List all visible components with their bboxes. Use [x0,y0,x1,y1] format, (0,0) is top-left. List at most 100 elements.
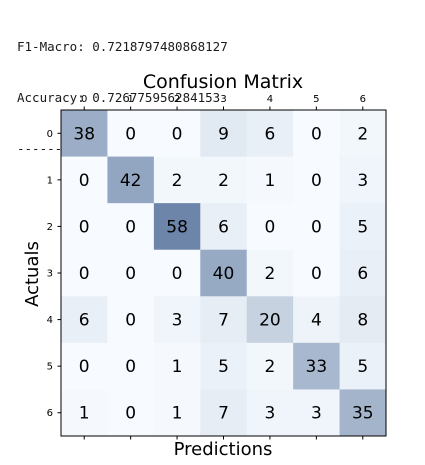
cell-value-label: 0 [311,171,322,191]
cell-value-label: 0 [79,264,90,284]
heatmap-cell [293,156,341,204]
cell-value-label: 9 [218,124,229,144]
cell-value-label: 6 [218,217,229,237]
cell-value-label: 6 [357,264,368,284]
cell-value-label: 3 [357,171,368,191]
cell-value-label: 3 [265,404,276,424]
heatmap-cell [246,342,294,390]
heatmap-cell [339,156,387,204]
heatmap-cell [246,203,294,251]
heatmap-cell [293,249,341,297]
heatmap-cell [339,296,387,344]
cell-value-label: 6 [79,311,90,331]
y-tick-label: 5 [47,362,53,373]
heatmap-cell [153,110,201,158]
x-tick-label: 2 [174,94,180,105]
cell-value-label: 0 [79,171,90,191]
heatmap-cell [107,203,155,251]
chart-title: Confusion Matrix [143,71,303,93]
cell-value-label: 0 [172,124,183,144]
heatmap-cell [107,110,155,158]
cell-value-label: 7 [218,311,229,331]
cell-value-label: 35 [352,404,374,424]
heatmap-cell [153,389,201,437]
cell-value-label: 1 [172,357,183,377]
cell-value-label: 0 [125,264,136,284]
heatmap-cell [107,389,155,437]
heatmap-cell [246,156,294,204]
cell-value-label: 0 [125,357,136,377]
cell-value-label: 5 [357,217,368,237]
y-tick-label: 4 [47,315,53,326]
cell-value-label: 0 [172,264,183,284]
heatmap-cell [246,110,294,158]
cell-value-label: 2 [265,264,276,284]
cell-value-label: 2 [265,357,276,377]
heatmap-cell [61,296,108,344]
cell-value-label: 3 [311,404,322,424]
y-tick-label: 3 [47,269,53,280]
heatmap-cell [107,249,155,297]
cell-value-label: 0 [125,311,136,331]
y-axis-label: Actuals [22,241,43,307]
heatmap-cell [200,342,248,390]
x-tick-label: 3 [220,94,226,105]
cell-value-label: 3 [172,311,183,331]
heatmap-cell [339,110,387,158]
heatmap-cell [61,203,108,251]
y-tick-label: 6 [47,408,53,419]
heatmap-cell [107,156,155,204]
heatmap-cell [339,203,387,251]
heatmap-cell [246,249,294,297]
cell-value-label: 0 [311,124,322,144]
cell-value-label: 4 [311,311,322,331]
cell-value-label: 1 [265,171,276,191]
x-tick-label: 1 [127,94,133,105]
cell-value-label: 33 [306,357,328,377]
heatmap-cell [153,342,201,390]
heatmap-cell [153,156,201,204]
heatmap-cell [61,249,108,297]
cell-value-label: 40 [213,264,235,284]
cell-value-label: 1 [172,404,183,424]
cell-value-label: 0 [79,357,90,377]
x-tick-label: 6 [360,94,366,105]
heatmap-cell [200,249,248,297]
heatmap-cell [153,249,201,297]
heatmap-cells: 38 0 0 9 6 0 20 42 2 2 1 0 30 0 58 6 0 0 50 0 0 40 2 0 66 0 3 7 20 4 8… [61,110,387,437]
heatmap-cell [339,342,387,390]
cell-value-label: 0 [79,217,90,237]
cell-value-label: 7 [218,404,229,424]
plot-frame [60,109,387,437]
cell-value-label: 0 [125,124,136,144]
cell-value-label: 0 [125,217,136,237]
heatmap-cell [246,389,294,437]
x-tick-label: 0 [81,94,87,105]
heatmap-cell [200,389,248,437]
f1-macro-line: F1-Macro: 0.7218797480868127 [17,39,228,54]
cell-value-label: 0 [311,264,322,284]
y-tick-label: 0 [47,129,53,140]
cell-value-label: 20 [259,311,281,331]
cell-value-label: 42 [120,171,142,191]
cell-value-label: 0 [265,217,276,237]
heatmap-cell [200,296,248,344]
cell-value-label: 1 [79,404,90,424]
cell-value-label: 38 [73,124,95,144]
heatmap-cell [246,296,294,344]
x-axis-label: Predictions [174,439,273,460]
cell-value-label: 2 [357,124,368,144]
heatmap-cell [293,110,341,158]
heatmap-cell [293,296,341,344]
cell-value-label: 0 [125,404,136,424]
heatmap-cell [293,389,341,437]
heatmap-cell [107,342,155,390]
y-tick-label: 2 [47,222,53,233]
heatmap-cell [61,389,108,437]
heatmap-cell [200,110,248,158]
cell-value-label: 2 [218,171,229,191]
heatmap-cell [153,296,201,344]
cell-value-label: 8 [357,311,368,331]
heatmap-cell [200,156,248,204]
